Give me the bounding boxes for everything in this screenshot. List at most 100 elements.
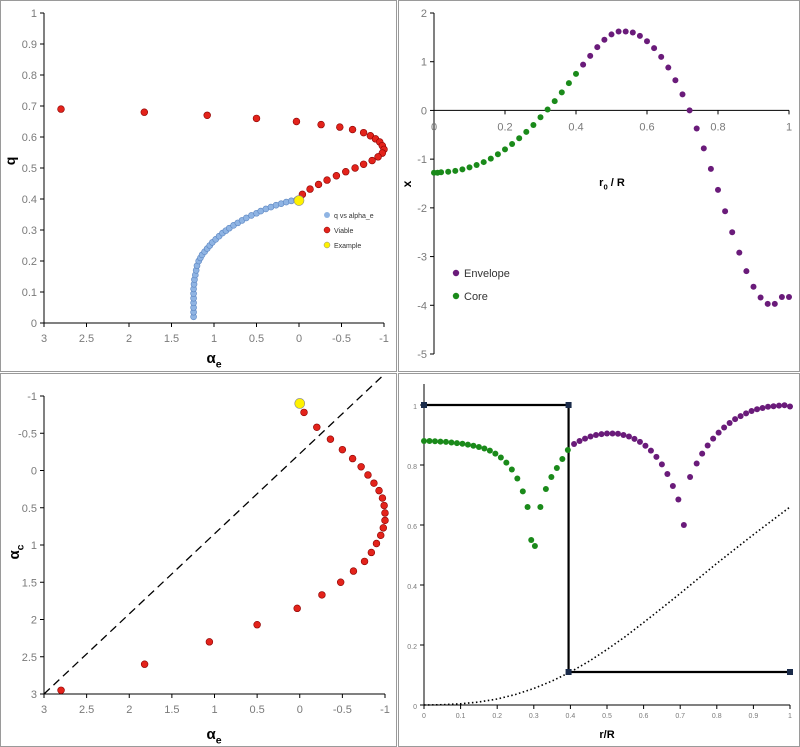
viable-point: [374, 153, 382, 161]
viable-point: [313, 423, 321, 431]
envelope-point: [665, 64, 672, 71]
x-tick-label: 0.4: [568, 121, 583, 133]
envelope-point: [614, 430, 621, 437]
core-point: [448, 439, 455, 446]
y-tick-label: 0: [31, 318, 37, 330]
envelope-point: [658, 461, 665, 468]
x-tick-label: 0: [297, 704, 303, 716]
core-point: [497, 454, 504, 461]
envelope-point: [601, 36, 608, 43]
core-point: [559, 456, 566, 462]
y-tick-label: 0.5: [22, 503, 37, 515]
viable-point: [359, 160, 368, 168]
core-point: [431, 438, 438, 445]
viable-point: [306, 185, 314, 193]
envelope-point: [604, 430, 610, 437]
y-tick-label: 1: [421, 57, 427, 69]
x-tick-label: 0.2: [497, 121, 512, 133]
core-point: [537, 114, 544, 121]
core-point: [548, 474, 555, 480]
core-point: [442, 438, 449, 445]
x-tick-label: 2: [126, 704, 132, 716]
legend-label-core: Core: [464, 291, 488, 303]
envelope-point: [737, 413, 744, 420]
envelope-point: [710, 435, 717, 442]
core-point: [475, 444, 482, 450]
envelope-point: [669, 483, 676, 489]
viable-point: [57, 686, 65, 694]
diagonal-dashed-line: [43, 374, 386, 695]
core-point: [531, 543, 538, 549]
legend-label-example: Example: [334, 243, 361, 250]
envelope-point: [631, 435, 638, 442]
y-tick-label: 2: [31, 615, 37, 627]
y-tick-label: -4: [417, 300, 427, 312]
example-point: [293, 195, 305, 206]
y-axis-title: q: [2, 157, 18, 166]
envelope-point: [582, 435, 589, 442]
core-point: [524, 504, 531, 510]
x-tick-label: 2.5: [79, 333, 94, 345]
core-point: [553, 465, 560, 471]
core-point: [573, 70, 579, 77]
envelope-point: [647, 447, 654, 454]
core-point: [528, 537, 535, 543]
y-tick-label: 0.9: [22, 39, 37, 51]
envelope-point: [693, 125, 700, 132]
legend-label-viable: Viable: [334, 228, 353, 235]
envelope-point: [771, 300, 778, 307]
y-tick-label: -1: [417, 154, 427, 166]
viable-point: [379, 524, 387, 532]
x-tick-label: -0.5: [333, 704, 352, 716]
envelope-point: [776, 402, 783, 409]
viable-point: [332, 172, 341, 180]
x-axis-title: r0 / R: [599, 177, 625, 191]
viable-point: [378, 494, 387, 502]
y-tick-label: 2.5: [22, 652, 37, 664]
y-axis-title: αc: [6, 544, 27, 559]
viable-point: [205, 638, 214, 646]
viable-point: [372, 539, 381, 548]
y-tick-label: 1: [413, 404, 417, 411]
core-point: [466, 164, 473, 171]
y-tick-label: 0.6: [407, 524, 417, 531]
x-tick-label: 0.1: [456, 713, 466, 720]
step-marker: [565, 402, 572, 408]
envelope-point: [571, 441, 578, 447]
x-axis-title: αe: [206, 726, 221, 747]
y-tick-label: -5: [417, 349, 427, 361]
y-tick-label: 2: [421, 8, 427, 20]
envelope-point: [680, 522, 687, 528]
envelope-point: [644, 38, 650, 45]
x-tick-label: 0.8: [712, 713, 722, 720]
envelope-point: [770, 403, 777, 410]
envelope-point: [651, 45, 658, 52]
viable-point: [348, 454, 357, 463]
envelope-point: [664, 471, 671, 477]
core-point: [426, 438, 433, 444]
envelope-point: [672, 77, 679, 84]
y-tick-label: 0: [421, 105, 427, 117]
viable-point: [359, 128, 368, 137]
envelope-point: [615, 28, 622, 35]
chart-q-vs-alpha-e: 0 0.1 0.2 0.3 0.4 0.5 0.6 0.7 0.8 0.9 1 3 2.5 2 1.5 1 0.…: [0, 0, 397, 372]
envelope-point: [707, 165, 714, 172]
envelope-point: [787, 403, 793, 410]
envelope-point: [748, 408, 755, 414]
x-tick-label: 0.8: [710, 121, 725, 133]
core-point: [565, 80, 572, 87]
envelope-point: [781, 402, 788, 409]
core-point: [542, 486, 549, 492]
envelope-point: [750, 283, 757, 290]
viable-point: [140, 660, 149, 668]
legend-label-q: q vs alpha_e: [334, 213, 374, 220]
x-tick-label: 1: [211, 704, 217, 716]
envelope-point: [620, 432, 627, 438]
core-point: [452, 167, 459, 174]
step-marker: [421, 402, 427, 408]
viable-point: [336, 578, 345, 586]
x-tick-label: 0.9: [749, 713, 759, 720]
envelope-point: [778, 294, 785, 301]
envelope-point: [593, 432, 600, 438]
legend-marker-example: [323, 241, 331, 249]
